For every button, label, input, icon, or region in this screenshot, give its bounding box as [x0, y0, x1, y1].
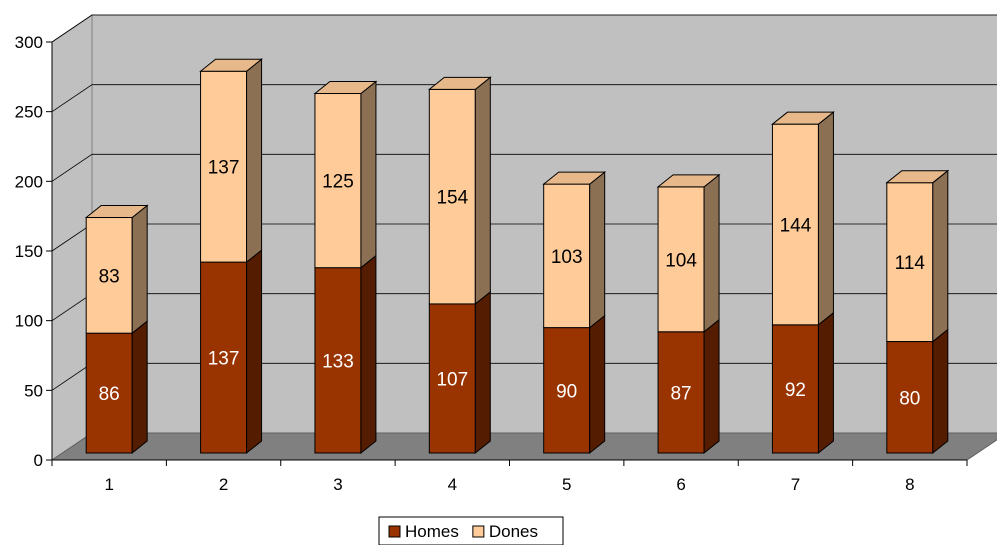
- data-label: 86: [99, 384, 120, 405]
- bar-side: [360, 254, 377, 455]
- data-label: 103: [551, 247, 583, 268]
- bar-front: [657, 186, 705, 333]
- x-tick-label: 7: [791, 475, 800, 494]
- data-label: 90: [556, 381, 577, 402]
- data-label: 137: [208, 158, 240, 179]
- bar-homes-5: [543, 314, 606, 455]
- bar-top: [427, 76, 492, 90]
- bar-top: [771, 111, 835, 125]
- bar-side: [932, 169, 949, 343]
- data-label: 104: [665, 250, 697, 271]
- bar-side: [817, 311, 834, 455]
- bar-side: [703, 173, 720, 333]
- bar-front: [314, 267, 362, 454]
- data-label: 144: [780, 215, 812, 236]
- bar-front: [428, 88, 476, 305]
- bar-top: [542, 171, 607, 185]
- y-tick-label: 200: [15, 172, 43, 191]
- data-label: 80: [899, 388, 920, 409]
- data-label: 114: [895, 253, 926, 274]
- bar-dones-2: [199, 58, 263, 264]
- bar-top: [199, 58, 263, 72]
- bar-side: [589, 171, 606, 329]
- data-label: 92: [785, 380, 806, 401]
- gridline: [51, 14, 997, 43]
- x-tick-label: 8: [905, 475, 914, 494]
- y-tick-label: 300: [15, 33, 43, 52]
- bar-top: [885, 170, 950, 184]
- bar-dones-6: [656, 173, 721, 333]
- bar-side: [246, 58, 263, 264]
- bar-homes-2: [200, 249, 263, 455]
- x-tick-label: 5: [562, 475, 571, 494]
- bar-side: [817, 111, 834, 326]
- axes: 0 50 100 150 200 250 300 1 2 3 4 5 6 7 8: [15, 33, 968, 494]
- bar-front: [200, 70, 248, 263]
- data-label: 133: [322, 351, 354, 372]
- y-tick-label: 0: [34, 451, 43, 470]
- bar-front: [85, 217, 133, 334]
- bar-dones-3: [313, 80, 378, 269]
- data-label: 137: [208, 349, 240, 370]
- data-label: 107: [436, 369, 468, 390]
- chart-walls: [50, 14, 997, 461]
- bar-homes-3: [314, 254, 377, 455]
- bar-homes-8: [886, 328, 949, 455]
- bar-dones-5: [542, 171, 607, 329]
- bar-dones-8: [885, 169, 950, 343]
- data-labels: 86 83 137 137 133 125 107 154 90 103 87 104 92 144 80 1…: [99, 158, 926, 410]
- y-tick-label: 100: [15, 312, 43, 331]
- bars: [84, 58, 950, 455]
- bar-front: [771, 324, 819, 454]
- legend-label-homes: Homes: [405, 522, 459, 541]
- bar-front: [314, 93, 362, 269]
- bar-side: [932, 328, 949, 455]
- bar-front: [200, 261, 248, 454]
- bar-side: [131, 320, 148, 455]
- bar-side: [131, 204, 148, 335]
- bar-side: [474, 76, 491, 305]
- x-tick-label: 3: [333, 475, 342, 494]
- x-tick-label: 1: [104, 475, 113, 494]
- data-label: 125: [322, 172, 354, 193]
- bar-side: [703, 318, 720, 455]
- bar-front: [771, 123, 819, 326]
- x-tick-label: 6: [676, 475, 685, 494]
- bar-front: [886, 341, 934, 454]
- x-tick-label: 2: [219, 475, 228, 494]
- bar-side: [360, 80, 377, 269]
- legend-box: [378, 516, 564, 545]
- y-tick-label: 50: [24, 381, 43, 400]
- x-tick-label: 4: [448, 475, 457, 494]
- gridline: [51, 153, 997, 182]
- bar-side: [246, 249, 263, 455]
- bar-side: [474, 290, 491, 455]
- legend: Homes Dones: [378, 516, 564, 545]
- bar-dones-4: [427, 76, 492, 305]
- floor: [50, 432, 997, 461]
- legend-label-dones: Dones: [489, 522, 538, 541]
- legend-swatch-homes: [388, 525, 401, 538]
- bar-homes-4: [428, 290, 491, 455]
- legend-swatch-dones: [472, 525, 485, 538]
- bar-top: [313, 81, 378, 95]
- data-label: 83: [99, 266, 120, 287]
- bar-dones-1: [84, 204, 149, 335]
- bar-homes-1: [85, 320, 148, 455]
- y-tick-label: 250: [15, 103, 43, 122]
- bar-top: [656, 174, 721, 188]
- y-tick-label: 150: [15, 242, 43, 261]
- data-label: 154: [436, 188, 468, 209]
- data-label: 87: [670, 383, 691, 404]
- bar-side: [589, 314, 606, 455]
- gridline: [51, 84, 997, 112]
- bar-dones-7: [771, 111, 835, 326]
- bar-top: [84, 205, 149, 219]
- bar-homes-7: [771, 311, 834, 455]
- bar-front: [543, 327, 591, 454]
